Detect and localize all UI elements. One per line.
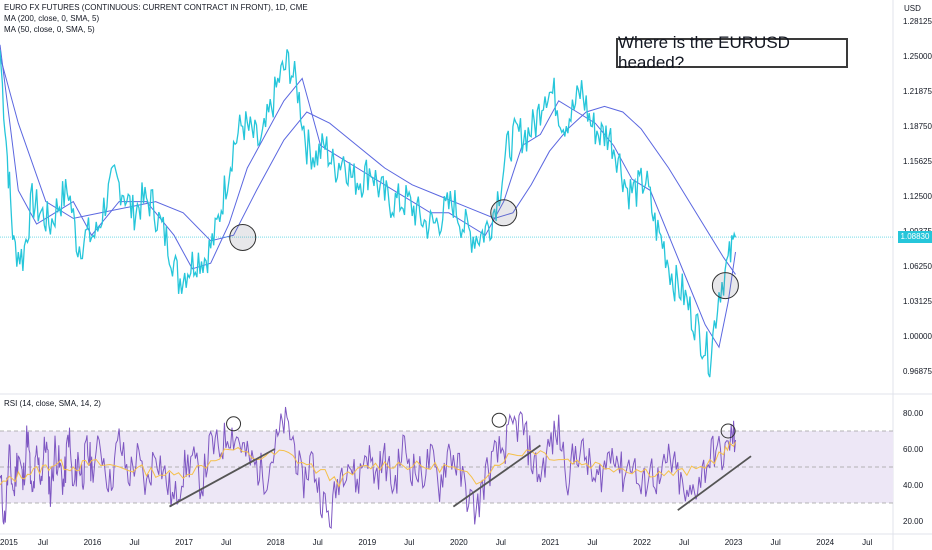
- chart-title: EURO FX FUTURES (CONTINUOUS: CURRENT CON…: [4, 3, 308, 12]
- rsi-trend-line: [452, 444, 541, 508]
- cross-circle: [711, 272, 739, 300]
- x-tick-label: Jul: [404, 538, 414, 547]
- annotations: [169, 199, 752, 511]
- x-tick-label: 2015: [0, 538, 18, 547]
- cross-circle: [490, 199, 518, 227]
- x-tick-label: Jul: [38, 538, 48, 547]
- x-tick-label: 2016: [84, 538, 102, 547]
- y-tick-label: 1.12500: [903, 192, 932, 201]
- rsi-pane: [0, 406, 893, 529]
- annotation-callout: Where is the EURUSD headed?: [616, 33, 848, 72]
- x-tick-label: 2017: [175, 538, 193, 547]
- x-tick-label: Jul: [313, 538, 323, 547]
- x-tick-label: 2021: [542, 538, 560, 547]
- rsi-trend-line: [169, 448, 276, 508]
- y-tick-label: 1.21875: [903, 87, 932, 96]
- ma200-legend: MA (200, close, 0, SMA, 5): [4, 14, 100, 23]
- y-tick-label: 0.96875: [903, 367, 932, 376]
- price-pane: [0, 44, 893, 378]
- rsi-y-tick-label: 20.00: [903, 517, 924, 526]
- y-tick-label: 1.00000: [903, 332, 932, 341]
- x-tick-label: 2020: [450, 538, 468, 547]
- y-tick-label: 1.03125: [903, 297, 932, 306]
- x-tick-label: Jul: [862, 538, 872, 547]
- x-tick-label: Jul: [587, 538, 597, 547]
- price-line: [0, 49, 737, 378]
- y-tick-label: 1.06250: [903, 262, 932, 271]
- x-tick-label: Jul: [129, 538, 139, 547]
- x-tick-label: 2022: [633, 538, 651, 547]
- x-tick-label: 2024: [816, 538, 834, 547]
- cross-circle: [229, 223, 257, 251]
- rsi-trend-line: [677, 455, 752, 511]
- rsi-ma-line: [0, 441, 736, 488]
- y-tick-label: 1.25000: [903, 52, 932, 61]
- x-tick-label: 2018: [267, 538, 285, 547]
- ma50-legend: MA (50, close, 0, SMA, 5): [4, 25, 95, 34]
- x-tick-label: 2023: [725, 538, 743, 547]
- rsi-legend: RSI (14, close, SMA, 14, 2): [4, 399, 101, 408]
- rsi-line: [0, 406, 736, 529]
- x-tick-label: Jul: [679, 538, 689, 547]
- ma200-line: [0, 55, 736, 275]
- x-tick-label: Jul: [771, 538, 781, 547]
- rsi-peak-circle: [226, 416, 242, 432]
- currency-label: USD: [904, 4, 921, 13]
- rsi-peak-circle: [491, 412, 507, 428]
- last-price-tag: 1.08830: [898, 231, 932, 243]
- rsi-y-tick-label: 80.00: [903, 409, 924, 418]
- rsi-y-tick-label: 60.00: [903, 445, 924, 454]
- x-tick-label: 2019: [358, 538, 376, 547]
- x-tick-label: Jul: [221, 538, 231, 547]
- x-tick-label: Jul: [496, 538, 506, 547]
- y-tick-label: 1.15625: [903, 157, 932, 166]
- y-tick-label: 1.28125: [903, 17, 932, 26]
- y-tick-label: 1.18750: [903, 122, 932, 131]
- rsi-y-tick-label: 40.00: [903, 481, 924, 490]
- ma50-line: [0, 44, 736, 349]
- axes: 1.28125 1.25000 1.21875 1.18750 1.15625 1.125…: [0, 17, 932, 547]
- rsi-peak-circle: [720, 423, 736, 439]
